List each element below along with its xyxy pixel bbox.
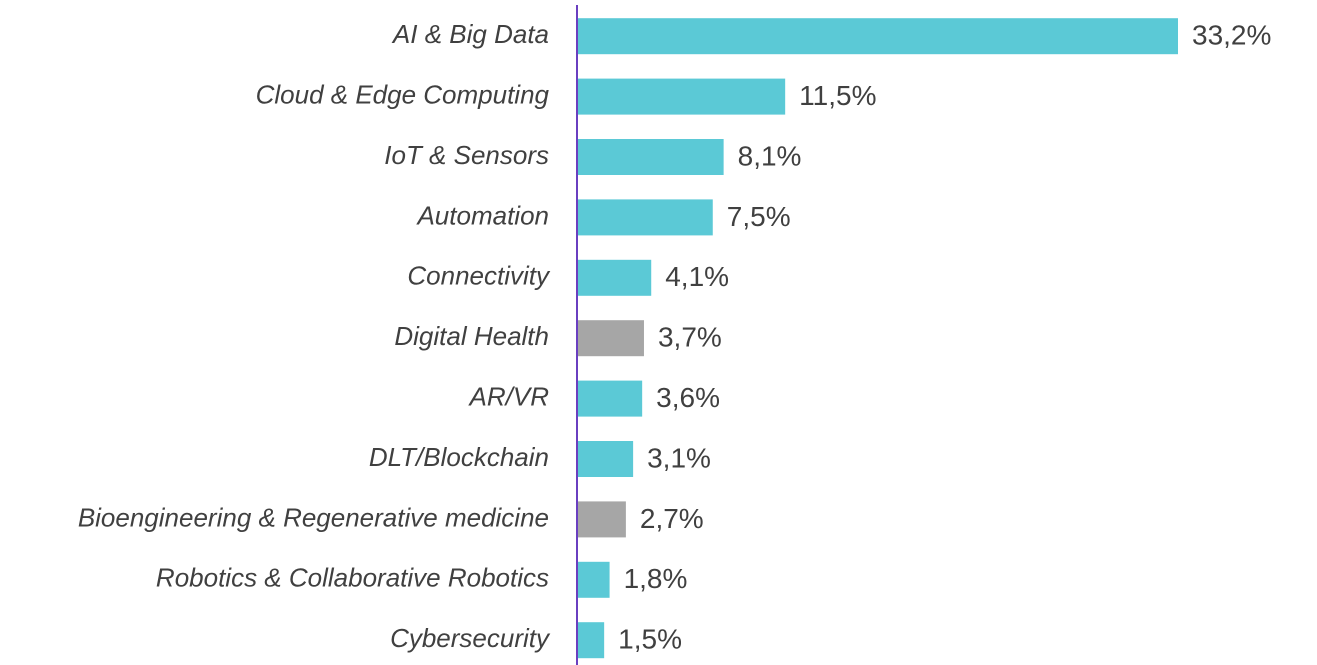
category-label: Connectivity bbox=[407, 261, 551, 291]
value-label: 3,6% bbox=[656, 382, 720, 413]
bar bbox=[577, 441, 634, 477]
category-label: AI & Big Data bbox=[391, 19, 549, 49]
category-label: Cybersecurity bbox=[390, 623, 551, 653]
value-label: 11,5% bbox=[799, 80, 876, 111]
value-label: 1,5% bbox=[618, 624, 682, 655]
bar bbox=[577, 501, 626, 538]
value-label: 33,2% bbox=[1192, 20, 1271, 51]
value-label: 7,5% bbox=[727, 201, 791, 232]
value-label: 4,1% bbox=[665, 261, 729, 292]
category-label: Digital Health bbox=[394, 321, 549, 351]
value-label: 3,1% bbox=[647, 442, 711, 473]
category-label: AR/VR bbox=[468, 381, 549, 411]
category-label: DLT/Blockchain bbox=[369, 442, 549, 472]
category-label: IoT & Sensors bbox=[384, 140, 549, 170]
category-label: Cloud & Edge Computing bbox=[256, 79, 550, 109]
bar bbox=[577, 18, 1178, 55]
category-label: Bioengineering & Regenerative medicine bbox=[78, 502, 549, 532]
value-label: 2,7% bbox=[640, 503, 704, 534]
value-label: 8,1% bbox=[738, 140, 802, 171]
category-label: Robotics & Collaborative Robotics bbox=[156, 563, 549, 593]
bar bbox=[577, 199, 713, 236]
bar bbox=[577, 139, 724, 175]
bar bbox=[577, 259, 652, 296]
category-label: Automation bbox=[415, 200, 549, 230]
value-label: 1,8% bbox=[624, 563, 688, 594]
bar bbox=[577, 561, 610, 598]
bar bbox=[577, 380, 643, 417]
bar bbox=[577, 622, 605, 659]
value-label: 3,7% bbox=[658, 322, 722, 353]
bar bbox=[577, 78, 786, 115]
bar bbox=[577, 320, 644, 357]
